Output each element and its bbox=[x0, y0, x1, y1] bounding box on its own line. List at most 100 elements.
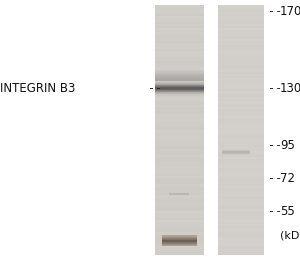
Bar bbox=[169, 193, 189, 194]
Bar bbox=[218, 24, 264, 26]
Bar bbox=[154, 12, 204, 14]
Bar bbox=[154, 68, 204, 70]
Bar bbox=[154, 83, 204, 84]
Bar bbox=[154, 77, 204, 78]
Bar bbox=[154, 74, 204, 76]
Bar bbox=[218, 26, 264, 28]
Bar bbox=[218, 5, 264, 7]
Bar bbox=[154, 93, 204, 95]
Bar bbox=[218, 189, 264, 191]
Bar bbox=[218, 59, 264, 62]
Bar bbox=[154, 201, 204, 203]
Bar bbox=[154, 174, 204, 176]
Bar bbox=[218, 49, 264, 51]
Bar bbox=[154, 20, 204, 22]
Bar bbox=[218, 57, 264, 59]
Bar bbox=[154, 136, 204, 139]
Bar bbox=[154, 78, 204, 79]
Bar bbox=[154, 86, 204, 87]
Bar bbox=[154, 87, 204, 88]
Bar bbox=[154, 203, 204, 205]
Bar bbox=[154, 30, 204, 32]
Bar bbox=[154, 76, 204, 78]
Bar bbox=[154, 80, 204, 81]
Bar bbox=[218, 230, 264, 232]
Bar bbox=[154, 157, 204, 159]
Bar bbox=[154, 189, 204, 191]
Bar bbox=[154, 234, 204, 236]
Bar bbox=[222, 149, 250, 150]
Bar bbox=[218, 9, 264, 12]
Bar bbox=[154, 170, 204, 172]
Bar bbox=[218, 157, 264, 159]
Bar bbox=[154, 126, 204, 128]
Bar bbox=[154, 124, 204, 126]
Bar bbox=[218, 249, 264, 251]
Bar bbox=[162, 237, 196, 238]
Bar bbox=[154, 226, 204, 228]
Bar bbox=[154, 78, 204, 80]
Bar bbox=[154, 205, 204, 207]
Bar bbox=[154, 70, 204, 72]
Bar bbox=[154, 74, 204, 75]
Bar bbox=[218, 203, 264, 205]
Text: --: -- bbox=[268, 5, 283, 18]
Bar bbox=[218, 166, 264, 168]
Bar bbox=[218, 70, 264, 72]
Bar bbox=[154, 112, 204, 114]
Bar bbox=[154, 94, 204, 95]
Bar bbox=[218, 147, 264, 149]
Bar bbox=[154, 91, 204, 92]
Bar bbox=[154, 49, 204, 51]
Bar bbox=[218, 109, 264, 112]
Bar bbox=[218, 118, 264, 120]
Bar bbox=[154, 207, 204, 209]
Bar bbox=[218, 247, 264, 249]
Bar bbox=[154, 143, 204, 145]
Bar bbox=[162, 235, 196, 236]
Bar bbox=[154, 18, 204, 20]
Bar bbox=[154, 89, 204, 90]
Bar bbox=[154, 228, 204, 230]
Bar bbox=[218, 201, 264, 203]
Bar bbox=[154, 80, 204, 82]
Bar bbox=[154, 114, 204, 116]
Bar bbox=[218, 39, 264, 41]
Bar bbox=[218, 159, 264, 161]
Text: 95: 95 bbox=[280, 139, 295, 153]
Bar bbox=[218, 62, 264, 64]
Bar bbox=[218, 134, 264, 136]
Bar bbox=[154, 236, 204, 239]
Bar bbox=[154, 120, 204, 122]
Bar bbox=[218, 191, 264, 193]
Bar bbox=[218, 236, 264, 239]
Bar bbox=[154, 22, 204, 24]
Bar bbox=[154, 84, 204, 87]
Bar bbox=[154, 81, 204, 82]
Bar bbox=[154, 139, 204, 141]
Bar bbox=[218, 197, 264, 199]
Bar bbox=[154, 153, 204, 155]
Bar bbox=[218, 222, 264, 224]
Bar bbox=[218, 74, 264, 76]
Bar bbox=[162, 243, 196, 244]
Bar bbox=[222, 153, 250, 154]
Bar bbox=[218, 72, 264, 74]
Bar bbox=[154, 176, 204, 178]
Bar bbox=[218, 99, 264, 101]
Bar bbox=[154, 62, 204, 64]
Text: INTEGRIN B3: INTEGRIN B3 bbox=[0, 82, 75, 95]
Text: --: -- bbox=[268, 205, 283, 218]
Bar bbox=[154, 197, 204, 199]
Bar bbox=[218, 34, 264, 37]
Bar bbox=[218, 170, 264, 172]
Bar bbox=[154, 87, 204, 89]
Bar bbox=[154, 71, 204, 72]
Bar bbox=[218, 136, 264, 139]
Bar bbox=[154, 66, 204, 68]
Bar bbox=[154, 172, 204, 174]
Bar bbox=[218, 214, 264, 216]
Bar bbox=[218, 20, 264, 22]
Bar bbox=[218, 32, 264, 34]
Bar bbox=[154, 28, 204, 30]
